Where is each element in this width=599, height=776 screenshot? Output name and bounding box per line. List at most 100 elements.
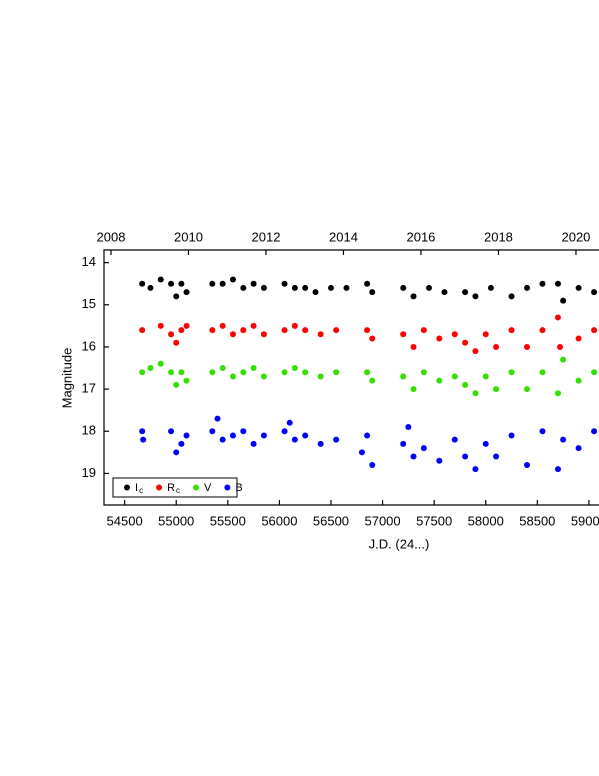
x2-tick-label: 2010	[174, 229, 203, 244]
y-tick-label: 19	[82, 465, 96, 480]
point	[400, 373, 407, 380]
point	[539, 280, 546, 287]
point	[539, 327, 546, 334]
point	[139, 327, 146, 334]
point	[178, 327, 185, 334]
point	[157, 322, 164, 329]
point	[557, 343, 564, 350]
point	[420, 327, 427, 334]
point	[493, 453, 500, 460]
point	[420, 369, 427, 376]
point	[209, 428, 216, 435]
point	[539, 428, 546, 435]
point	[400, 284, 407, 291]
point	[250, 322, 257, 329]
point	[575, 284, 582, 291]
y-tick-label: 17	[82, 381, 96, 396]
point	[436, 377, 443, 384]
y-tick-label: 16	[82, 338, 96, 353]
legend-label-sub: c	[176, 486, 180, 495]
point	[472, 390, 479, 397]
point	[139, 369, 146, 376]
point	[410, 343, 417, 350]
point	[157, 276, 164, 283]
point	[219, 322, 226, 329]
legend-label: R	[167, 482, 175, 494]
point	[462, 289, 469, 296]
point	[369, 335, 376, 342]
point	[302, 284, 309, 291]
point	[493, 386, 500, 393]
point	[436, 335, 443, 342]
point	[209, 369, 216, 376]
legend-marker	[193, 484, 200, 491]
point	[487, 284, 494, 291]
point	[302, 327, 309, 334]
point	[364, 280, 371, 287]
point	[554, 280, 561, 287]
point	[591, 289, 598, 296]
point	[178, 280, 185, 287]
point	[560, 436, 567, 443]
point	[405, 424, 412, 431]
point	[472, 293, 479, 300]
point	[493, 343, 500, 350]
point	[260, 432, 267, 439]
point	[250, 280, 257, 287]
point	[209, 327, 216, 334]
legend-marker	[124, 484, 130, 491]
point	[209, 280, 216, 287]
point	[219, 365, 226, 372]
point	[482, 440, 489, 447]
point	[147, 365, 154, 372]
x2-tick-label: 2008	[97, 229, 126, 244]
point	[462, 339, 469, 346]
point	[524, 284, 531, 291]
point	[591, 428, 598, 435]
point	[291, 365, 298, 372]
point	[260, 331, 267, 338]
point	[214, 415, 221, 422]
point	[343, 284, 350, 291]
point	[575, 445, 582, 452]
point	[436, 457, 443, 464]
point	[369, 461, 376, 468]
y-tick-label: 18	[82, 423, 96, 438]
x-tick-label: 58000	[468, 513, 504, 528]
point	[364, 327, 371, 334]
legend-marker	[224, 484, 231, 491]
point	[508, 369, 515, 376]
legend-marker	[156, 484, 163, 491]
x2-tick-label: 2016	[406, 229, 435, 244]
point	[178, 369, 185, 376]
point	[451, 331, 458, 338]
point	[554, 466, 561, 473]
point	[441, 289, 448, 296]
point	[410, 386, 417, 393]
point	[575, 377, 582, 384]
legend-label: B	[235, 482, 242, 494]
point	[178, 440, 185, 447]
point	[291, 436, 298, 443]
legend-box	[112, 477, 238, 498]
point	[183, 289, 190, 296]
point	[140, 436, 147, 443]
point	[333, 327, 340, 334]
x-tick-label: 56500	[313, 513, 349, 528]
y-tick-label: 14	[82, 254, 96, 269]
point	[333, 369, 340, 376]
x2-tick-label: 2018	[484, 229, 513, 244]
point	[291, 322, 298, 329]
point	[281, 327, 288, 334]
x2-tick-label: 2020	[561, 229, 590, 244]
point	[369, 289, 376, 296]
point	[281, 428, 288, 435]
point	[591, 327, 598, 334]
x-axis-label: J.D. (24...)	[369, 536, 430, 551]
legend-label-sub: c	[139, 486, 143, 495]
point	[183, 377, 190, 384]
point	[410, 453, 417, 460]
